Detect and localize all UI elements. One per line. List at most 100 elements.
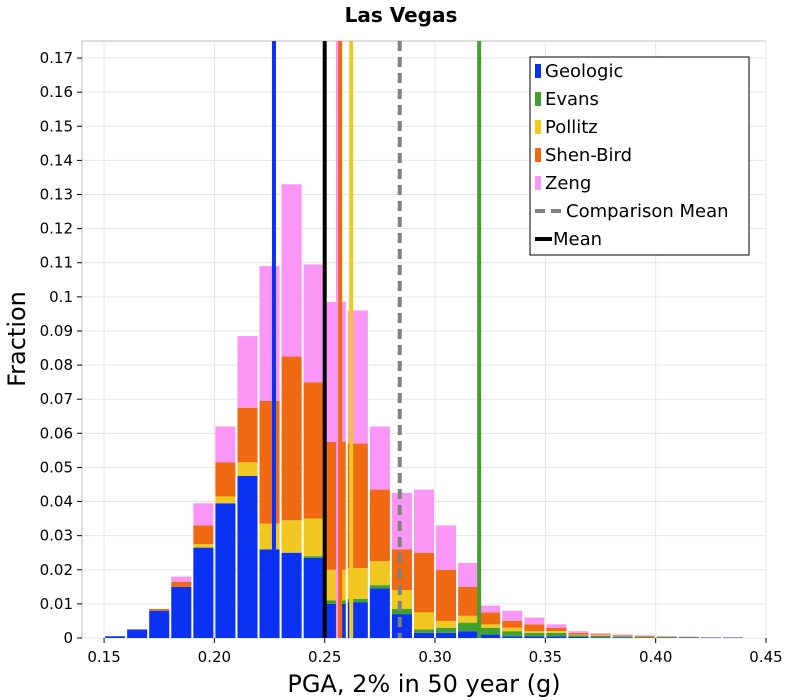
bar-shen-bird <box>193 525 214 545</box>
bar-shen-bird <box>634 635 655 637</box>
bar-pollitz <box>546 631 567 633</box>
bar-pollitz <box>259 523 280 550</box>
legend-label-comparison-mean: Comparison Mean <box>566 201 729 222</box>
bar-shen-bird <box>259 400 280 524</box>
bar-geologic <box>215 503 236 638</box>
bar-zeng <box>612 634 633 636</box>
bar-geologic <box>502 636 523 638</box>
bar-shen-bird <box>237 407 258 463</box>
y-tick-label: 0.07 <box>40 390 73 408</box>
legend-swatch-pollitz <box>535 120 541 134</box>
bar-zeng <box>546 624 567 628</box>
y-tick-label: 0.12 <box>40 220 73 238</box>
bar-evans <box>612 636 633 638</box>
bar-evans <box>325 600 346 604</box>
bar-geologic <box>612 637 633 638</box>
x-tick-label: 0.30 <box>418 648 451 666</box>
bar-geologic <box>590 637 611 638</box>
legend-label-geologic: Geologic <box>545 61 623 82</box>
bar-shen-bird <box>480 612 501 625</box>
bar-shen-bird <box>369 489 390 562</box>
bar-evans <box>546 632 567 637</box>
y-tick-label: 0.17 <box>40 49 73 67</box>
bar-geologic <box>149 610 170 638</box>
bar-geologic <box>259 549 280 638</box>
bar-pollitz <box>413 612 435 630</box>
mean-lines <box>271 41 482 638</box>
bar-zeng <box>634 635 655 636</box>
bar-geologic <box>303 557 324 638</box>
bar-zeng <box>458 562 479 587</box>
bar-zeng <box>436 525 457 570</box>
bar-pollitz <box>568 634 589 636</box>
bar-pollitz <box>281 520 302 553</box>
chart-title: Las Vegas <box>345 3 458 27</box>
x-axis-ticks: 0.15 0.20 0.25 0.30 0.35 0.40 0.45 <box>87 638 783 666</box>
y-tick-label: 0.13 <box>40 186 73 204</box>
bar-zeng <box>502 610 523 621</box>
bar-evans <box>347 598 368 603</box>
y-axis-ticks: 0 0.01 0.02 0.03 0.04 0.05 0.06 0.07 0.08 0.09 0.1… <box>40 49 82 647</box>
legend-label-evans: Evans <box>545 89 599 110</box>
bar-geologic <box>413 632 435 638</box>
bar-evans <box>436 627 457 633</box>
y-tick-label: 0.14 <box>40 151 73 169</box>
bar-geologic <box>436 632 457 638</box>
bar-pollitz <box>303 518 324 557</box>
y-tick-label: 0.1 <box>49 288 73 306</box>
bar-zeng <box>325 301 346 442</box>
bar-shen-bird <box>436 569 457 621</box>
bar-shen-bird <box>502 620 523 628</box>
bar-zeng <box>171 576 192 582</box>
x-axis-label: PGA, 2% in 50 year (g) <box>287 670 560 698</box>
bar-pollitz <box>436 620 457 628</box>
bar-shen-bird <box>215 462 236 497</box>
bar-evans <box>568 635 589 637</box>
bar-geologic <box>458 631 479 638</box>
bar-shen-bird <box>458 586 479 616</box>
bar-shen-bird <box>546 627 567 632</box>
bar-pollitz <box>325 569 346 601</box>
legend-swatch-zeng <box>535 176 541 190</box>
bar-zeng <box>369 426 390 490</box>
legend-box <box>529 56 750 256</box>
bar-geologic <box>325 603 346 638</box>
legend-label-mean: Mean <box>553 229 602 250</box>
bar-geologic <box>105 636 126 638</box>
bar-zeng <box>480 605 501 613</box>
y-tick-label: 0.01 <box>40 595 73 613</box>
bar-zeng <box>281 184 302 357</box>
bar-geologic <box>171 586 192 638</box>
bar-pollitz <box>590 635 611 636</box>
y-tick-label: 0.05 <box>40 458 73 476</box>
y-tick-label: 0.09 <box>40 322 73 340</box>
bar-pollitz <box>215 496 236 504</box>
x-tick-label: 0.45 <box>749 648 782 666</box>
bar-geologic <box>568 636 589 638</box>
bar-shen-bird <box>568 632 589 635</box>
bar-geologic <box>546 636 567 638</box>
bar-geologic <box>480 634 501 638</box>
bar-zeng <box>524 617 545 625</box>
bar-zeng <box>237 336 258 408</box>
bar-shen-bird <box>281 356 302 521</box>
bar-evans <box>634 636 655 638</box>
bar-zeng <box>259 266 280 401</box>
bar-pollitz <box>369 561 390 586</box>
bar-evans <box>590 635 611 638</box>
legend-label-shen-bird: Shen-Bird <box>545 145 632 166</box>
bar-pollitz <box>193 544 214 548</box>
y-axis-label: Fraction <box>3 291 31 387</box>
y-tick-label: 0.11 <box>40 254 73 272</box>
bar-zeng <box>590 633 611 635</box>
x-tick-label: 0.35 <box>529 648 562 666</box>
histogram-bars <box>105 184 743 638</box>
x-tick-label: 0.25 <box>308 648 341 666</box>
legend-swatch-shen-bird <box>535 148 541 162</box>
y-tick-label: 0.15 <box>40 117 73 135</box>
legend-swatch-evans <box>535 92 541 106</box>
x-tick-label: 0.40 <box>639 648 672 666</box>
bar-geologic <box>391 614 412 638</box>
bar-pollitz <box>480 624 501 628</box>
